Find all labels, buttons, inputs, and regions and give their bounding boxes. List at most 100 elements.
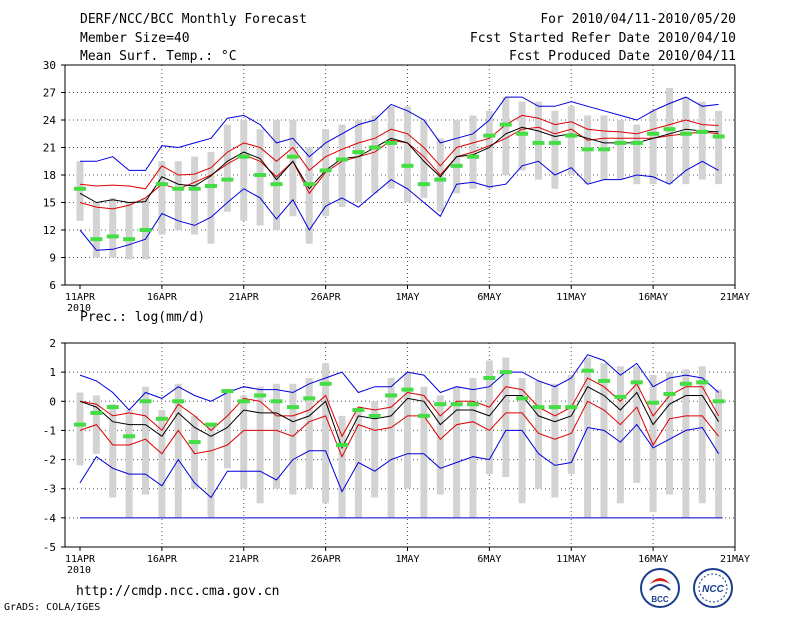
ensemble-range-bar xyxy=(240,120,248,221)
ensemble-range-bar xyxy=(633,124,641,185)
observed-marker xyxy=(368,145,381,150)
ensemble-range-bar xyxy=(567,375,575,475)
observed-marker xyxy=(483,375,496,380)
observed-marker xyxy=(532,140,545,145)
variable-label: Mean Surf. Temp.: °C xyxy=(80,49,237,64)
observed-marker xyxy=(270,182,283,187)
y-tick-label: 0 xyxy=(49,395,56,408)
observed-marker xyxy=(679,381,692,386)
x-tick-label: 21MAY xyxy=(720,554,750,565)
ensemble-range-bar xyxy=(174,383,182,518)
forecast-period: For 2010/04/11-2010/05/20 xyxy=(540,12,736,27)
ensemble-range-bar xyxy=(666,372,673,495)
bcc-logo-text: BCC xyxy=(651,595,669,604)
ensemble-range-bar xyxy=(289,383,297,495)
ensemble-range-bar xyxy=(584,357,592,518)
ensemble-range-bar xyxy=(338,124,346,208)
ensemble-range-bar xyxy=(109,404,117,498)
observed-marker xyxy=(106,405,119,410)
observed-marker xyxy=(172,186,185,191)
series-min xyxy=(79,423,720,499)
ensemble-range-bar xyxy=(191,415,199,489)
member-size: Member Size=40 xyxy=(80,31,190,46)
observed-marker xyxy=(286,405,299,410)
x-tick-label: 1MAY xyxy=(395,554,419,565)
year-label: 2010 xyxy=(67,565,91,576)
ensemble-range-bar xyxy=(240,395,248,489)
observed-marker xyxy=(417,413,430,418)
ensemble-range-bar xyxy=(207,424,215,518)
observed-marker xyxy=(401,163,414,168)
y-tick-label: -4 xyxy=(43,512,57,525)
ensemble-range-bar xyxy=(698,101,706,180)
series-lower_spread xyxy=(79,400,719,458)
observed-marker xyxy=(303,182,316,187)
ensemble-range-bar xyxy=(338,415,346,518)
observed-marker xyxy=(499,370,512,375)
ensemble-range-bar xyxy=(223,389,231,469)
observed-marker xyxy=(548,140,561,145)
panel-precipitation: -5 -4 -3 -2 -1 0 1 2 11APR 16APR 21APR 26APR 1MAY 6MA… xyxy=(43,310,750,576)
plot-frame xyxy=(64,342,736,548)
y-tick-label: -1 xyxy=(43,424,56,437)
ensemble-range-bar xyxy=(485,110,493,189)
ensemble-range-bar xyxy=(76,392,84,466)
observed-marker xyxy=(614,140,627,145)
observed-marker xyxy=(467,154,479,159)
observed-marker xyxy=(123,237,136,242)
observed-marker xyxy=(647,131,660,136)
observed-marker xyxy=(336,157,348,162)
ensemble-range-bar xyxy=(158,161,166,235)
observed-marker xyxy=(532,405,545,410)
ensemble-range-bar xyxy=(649,375,657,513)
ensemble-range-bar xyxy=(371,115,379,194)
series-mean xyxy=(79,386,720,450)
x-tick-label: 11APR xyxy=(65,292,96,303)
ensemble-range-bar xyxy=(125,202,133,260)
ensemble-range-bar xyxy=(273,383,280,489)
ensemble-range-bar xyxy=(518,101,526,171)
ensemble-range-bar xyxy=(387,106,395,189)
observed-marker xyxy=(336,443,348,447)
observed-marker xyxy=(205,184,217,188)
x-tick-label: 21APR xyxy=(229,292,260,303)
ensemble-range-bar xyxy=(715,389,723,518)
observed-marker xyxy=(74,422,86,427)
footer-url[interactable]: http://cmdp.ncc.cma.gov.cn xyxy=(76,584,280,599)
observed-marker xyxy=(679,131,692,136)
observed-marker xyxy=(237,154,250,159)
series-lower_spread xyxy=(79,114,719,190)
ensemble-range-bar xyxy=(551,110,559,189)
ensemble-range-bar xyxy=(305,147,313,244)
year-label: 2010 xyxy=(67,303,91,314)
observed-marker xyxy=(401,387,414,392)
observed-marker xyxy=(548,405,561,410)
ensemble-range-bar xyxy=(305,377,313,489)
ncc-logo: NCC xyxy=(693,568,733,608)
ensemble-range-bar xyxy=(567,106,575,175)
y-tick-label: 15 xyxy=(43,197,56,210)
observed-marker xyxy=(663,392,676,396)
ensemble-range-bar xyxy=(502,357,510,478)
observed-marker xyxy=(188,440,201,445)
ensemble-range-bar xyxy=(682,369,690,518)
observed-marker xyxy=(172,399,185,404)
y-tick-label: 12 xyxy=(43,224,56,237)
observed-marker xyxy=(90,410,103,415)
observed-marker xyxy=(221,177,234,182)
observed-marker xyxy=(155,182,168,187)
x-tick-label: 16MAY xyxy=(638,292,668,303)
observed-marker xyxy=(647,400,660,405)
ncc-logo-text: NCC xyxy=(702,584,724,595)
observed-marker xyxy=(139,228,152,232)
x-tick-label: 6MAY xyxy=(477,554,501,565)
observed-marker xyxy=(516,396,529,401)
ensemble-range-bar xyxy=(649,110,657,185)
observed-marker xyxy=(598,378,610,383)
x-tick-label: 16APR xyxy=(147,292,178,303)
bcc-logo: BCC xyxy=(640,568,680,608)
observed-marker xyxy=(254,173,267,177)
x-tick-label: 1MAY xyxy=(395,292,419,303)
observed-marker xyxy=(90,237,103,242)
